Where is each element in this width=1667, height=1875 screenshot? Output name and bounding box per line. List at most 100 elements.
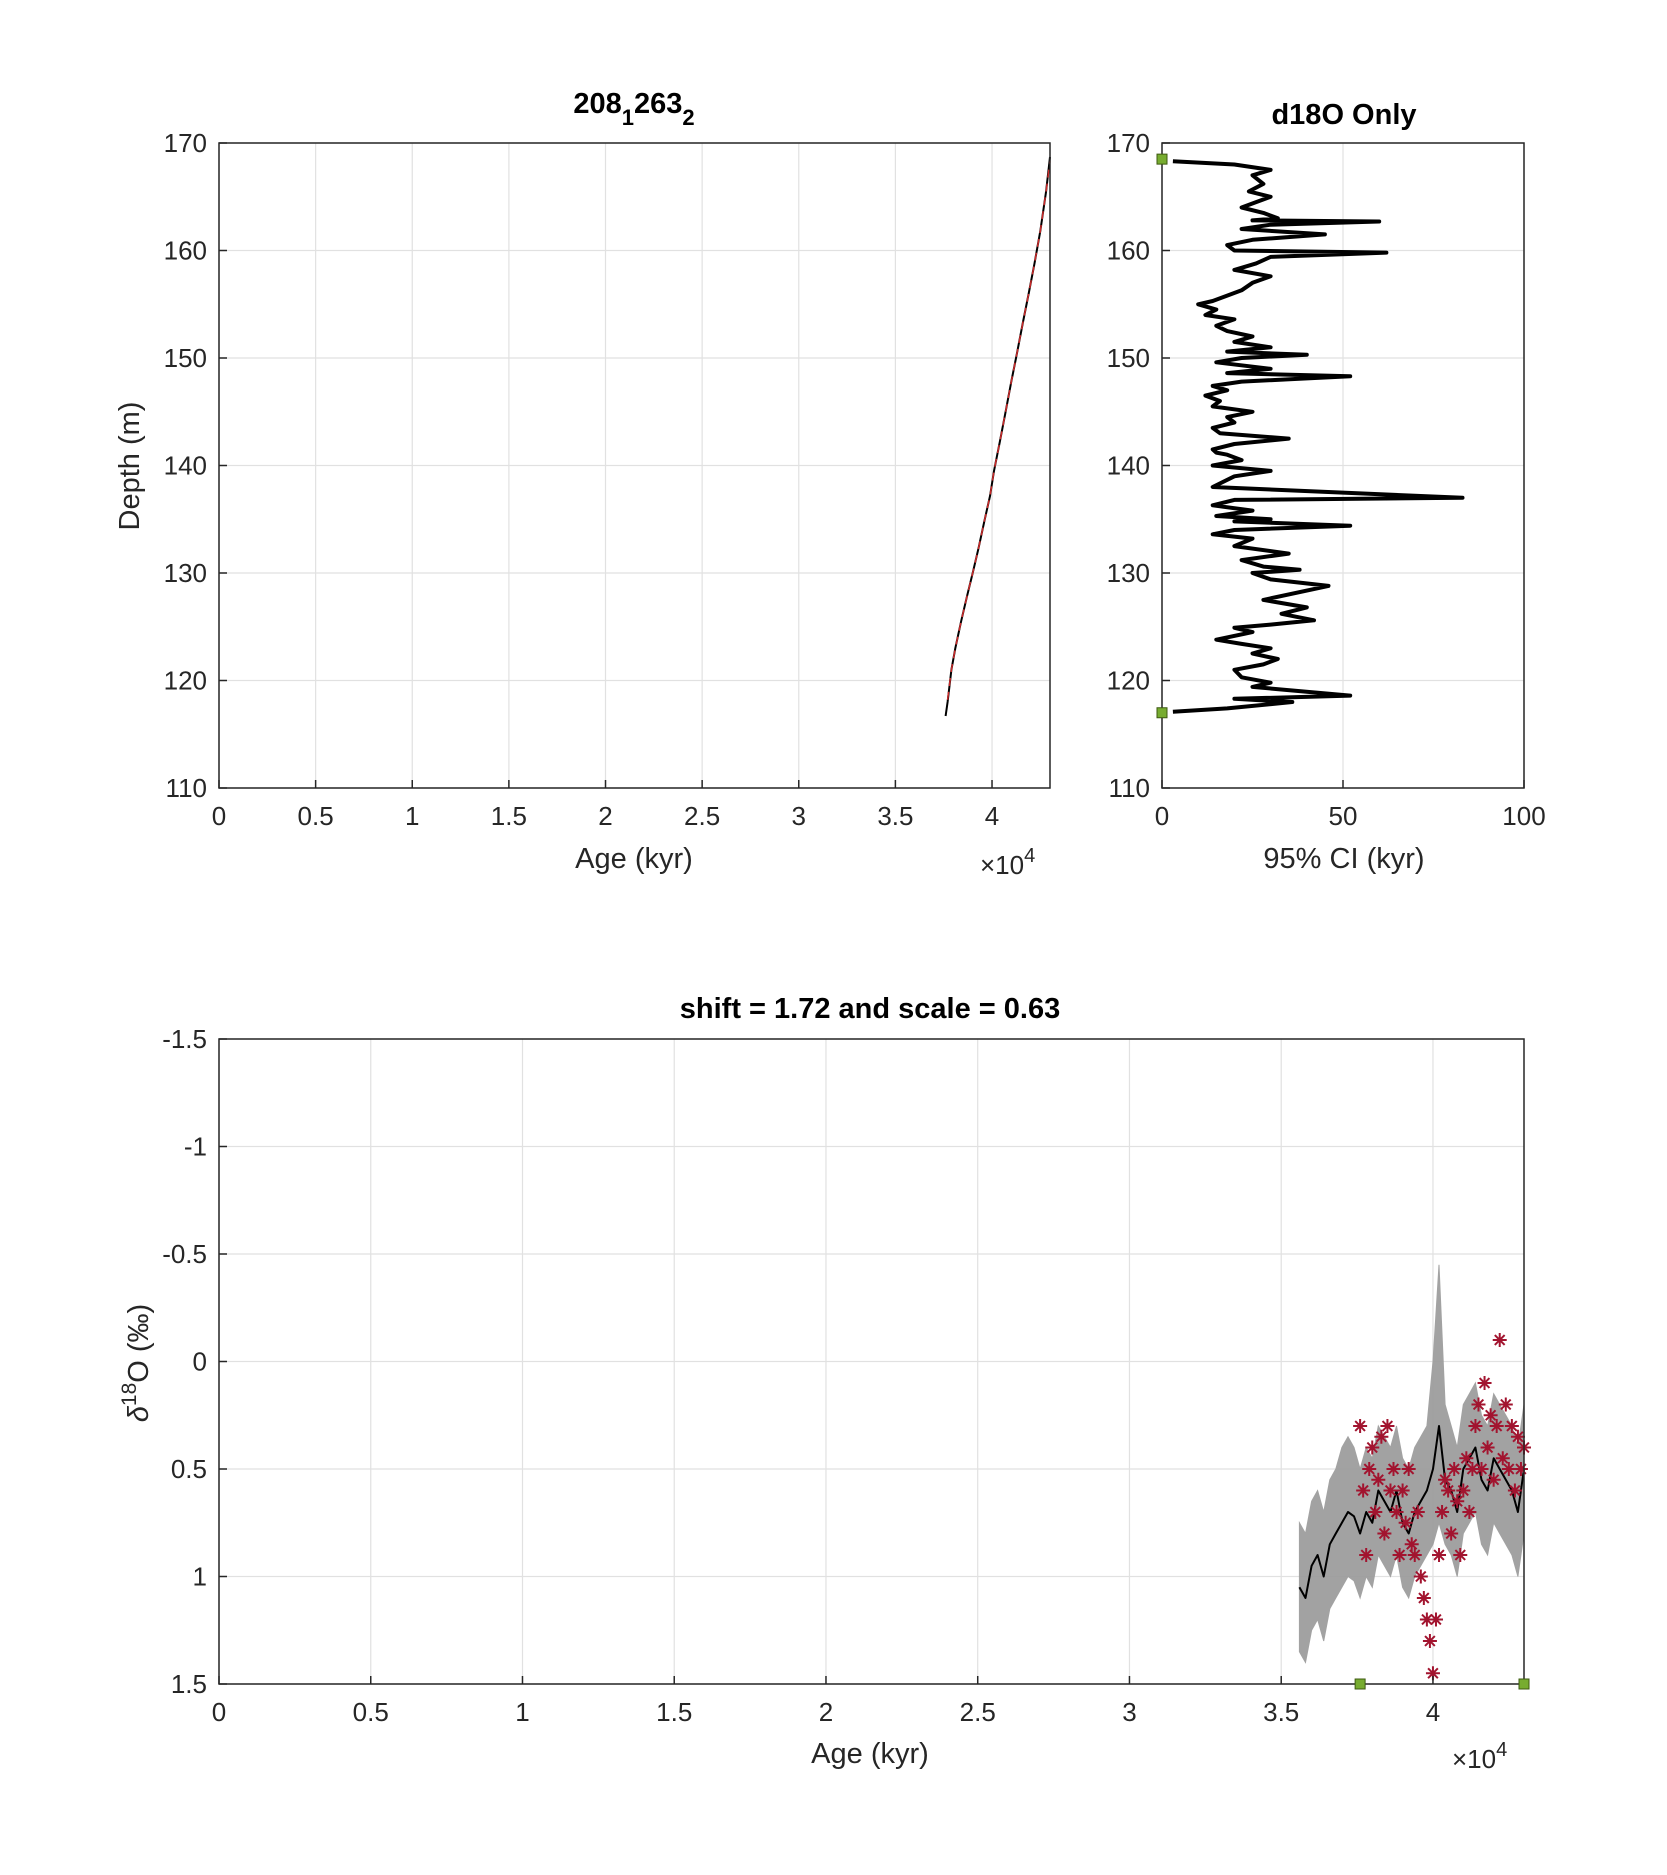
age-depth-y-tick-label: 120 [164, 666, 207, 696]
d18o-x-tick-label: 2.5 [960, 1697, 996, 1727]
age-depth-series-line-1 [946, 161, 1051, 700]
ci-y-tick-label: 130 [1107, 558, 1150, 588]
age-depth-series-line-0 [944, 156, 1051, 717]
ci-y-tick-label: 110 [1109, 773, 1150, 803]
ci-x-tick-label: 50 [1329, 801, 1358, 831]
age-depth-x-tick-label: 3.5 [877, 801, 913, 831]
d18o-data-point [1422, 1634, 1437, 1648]
d18o-y-tick-label: -1.5 [162, 1024, 207, 1054]
d18o-tie-point-marker [1354, 1678, 1366, 1690]
d18o-data-point [1480, 1440, 1495, 1455]
age-depth-series [944, 156, 1051, 717]
ci-x-tick-label: 0 [1155, 801, 1169, 831]
d18o-data-point [1365, 1440, 1380, 1455]
age-depth-x-tick-label: 0.5 [298, 801, 334, 831]
ci-ticks: 0 50 100 110 120 130 140 150 160 170 [1107, 128, 1546, 831]
d18o-data-point [1407, 1548, 1422, 1562]
d18o-data-point [1462, 1505, 1477, 1519]
age-depth-grid [218, 142, 1050, 789]
d18o-data-point [1513, 1462, 1528, 1476]
d18o-series [1298, 1264, 1531, 1681]
d18o-data-point [1401, 1462, 1416, 1476]
d18o-y-tick-label: -0.5 [162, 1239, 207, 1269]
d18o-data-point [1380, 1419, 1395, 1433]
d18o-data-point [1450, 1494, 1465, 1509]
ci-y-tick-label: 160 [1107, 236, 1150, 266]
d18o-data-point [1413, 1569, 1428, 1584]
d18o-data-point [1383, 1483, 1398, 1498]
age-depth-x-multiplier: ×104 [980, 845, 1035, 880]
age-depth-y-tick-label: 150 [164, 343, 207, 373]
d18o-uncertainty-band [1298, 1264, 1525, 1664]
d18o-x-tick-label: 3 [1122, 1697, 1136, 1727]
age-depth-x-label: Age (kyr) [575, 843, 693, 875]
d18o-x-tick-label: 0.5 [353, 1697, 389, 1727]
age-depth-y-tick-label: 130 [164, 558, 207, 588]
age-depth-x-tick-label: 2 [598, 801, 612, 831]
d18o-data-point [1404, 1537, 1419, 1552]
d18o-data-point [1432, 1548, 1447, 1562]
d18o-x-tick-label: 3.5 [1263, 1697, 1299, 1727]
ci-tie-point-marker [1156, 153, 1168, 165]
ci-panel: 0 50 100 110 120 130 140 150 160 170 d18O Only 95… [1107, 99, 1546, 875]
d18o-data-point [1447, 1462, 1462, 1476]
d18o-data-point [1438, 1472, 1453, 1487]
d18o-title: shift = 1.72 and scale = 0.63 [680, 993, 1060, 1025]
age-depth-ticks: 0 0.5 1 1.5 2 2.5 3 3.5 4 110 120 130 140 150 160 170 [164, 128, 1000, 831]
d18o-ticks: 0 0.5 1 1.5 2 2.5 3 3.5 4 -1.5 -1 -0.5 0 0.5 1 1.5 [162, 1024, 1440, 1727]
d18o-data-point [1474, 1462, 1489, 1476]
d18o-data-point [1444, 1526, 1459, 1541]
d18o-data-point [1398, 1515, 1413, 1530]
d18o-y-tick-label: 0.5 [171, 1454, 207, 1484]
d18o-y-tick-label: 0 [193, 1347, 207, 1377]
age-depth-y-tick-label: 140 [164, 451, 207, 481]
d18o-data-point [1395, 1483, 1410, 1498]
d18o-data-point [1425, 1666, 1440, 1681]
d18o-data-point [1419, 1612, 1434, 1627]
d18o-data-point [1459, 1451, 1474, 1466]
d18o-data-point [1386, 1462, 1401, 1476]
ci-y-tick-label: 170 [1107, 128, 1150, 158]
age-depth-y-tick-label: 110 [166, 773, 207, 803]
d18o-data-point [1356, 1483, 1371, 1498]
age-depth-panel: 0 0.5 1 1.5 2 2.5 3 3.5 4 110 120 130 140 150 160 170 2… [114, 88, 1051, 880]
ci-x-tick-label: 100 [1502, 801, 1545, 831]
d18o-data-point [1441, 1483, 1456, 1498]
ci-series [1172, 159, 1465, 714]
d18o-data-point [1486, 1472, 1501, 1487]
d18o-y-label: δ18O (‰) [118, 1304, 155, 1422]
d18o-data-point [1392, 1548, 1407, 1562]
d18o-x-tick-label: 0 [212, 1697, 226, 1727]
age-depth-x-tick-label: 3 [792, 801, 806, 831]
d18o-data-point [1468, 1419, 1483, 1433]
ci-title: d18O Only [1271, 99, 1416, 131]
d18o-data-point [1477, 1376, 1492, 1390]
age-depth-y-tick-label: 160 [164, 236, 207, 266]
d18o-data-point [1501, 1462, 1516, 1476]
d18o-x-tick-label: 1.5 [656, 1697, 692, 1727]
age-depth-y-label: Depth (m) [114, 402, 146, 531]
d18o-data-point [1471, 1397, 1486, 1412]
d18o-data-point [1495, 1451, 1510, 1466]
ci-tie-point-marker [1156, 707, 1168, 719]
age-depth-x-tick-label: 2.5 [684, 801, 720, 831]
ci-y-tick-label: 120 [1107, 666, 1150, 696]
d18o-data-point [1389, 1505, 1404, 1519]
d18o-data-point [1353, 1419, 1368, 1433]
d18o-data-point [1498, 1397, 1513, 1412]
ci-y-tick-label: 150 [1107, 343, 1150, 373]
d18o-data-point [1510, 1429, 1525, 1444]
d18o-data-point [1428, 1612, 1443, 1627]
d18o-data-point [1435, 1505, 1450, 1519]
d18o-x-tick-label: 4 [1426, 1697, 1440, 1727]
d18o-data-point [1374, 1429, 1389, 1444]
d18o-data-point [1368, 1505, 1383, 1519]
d18o-y-tick-label: -1 [184, 1132, 207, 1162]
d18o-x-tick-label: 1 [515, 1697, 529, 1727]
d18o-x-multiplier: ×104 [1452, 1739, 1507, 1774]
age-depth-title: 20812632 [573, 88, 694, 130]
d18o-data-point [1507, 1483, 1522, 1498]
d18o-data-point [1377, 1526, 1392, 1541]
age-depth-x-tick-label: 0 [212, 801, 226, 831]
d18o-x-label: Age (kyr) [811, 1738, 929, 1770]
